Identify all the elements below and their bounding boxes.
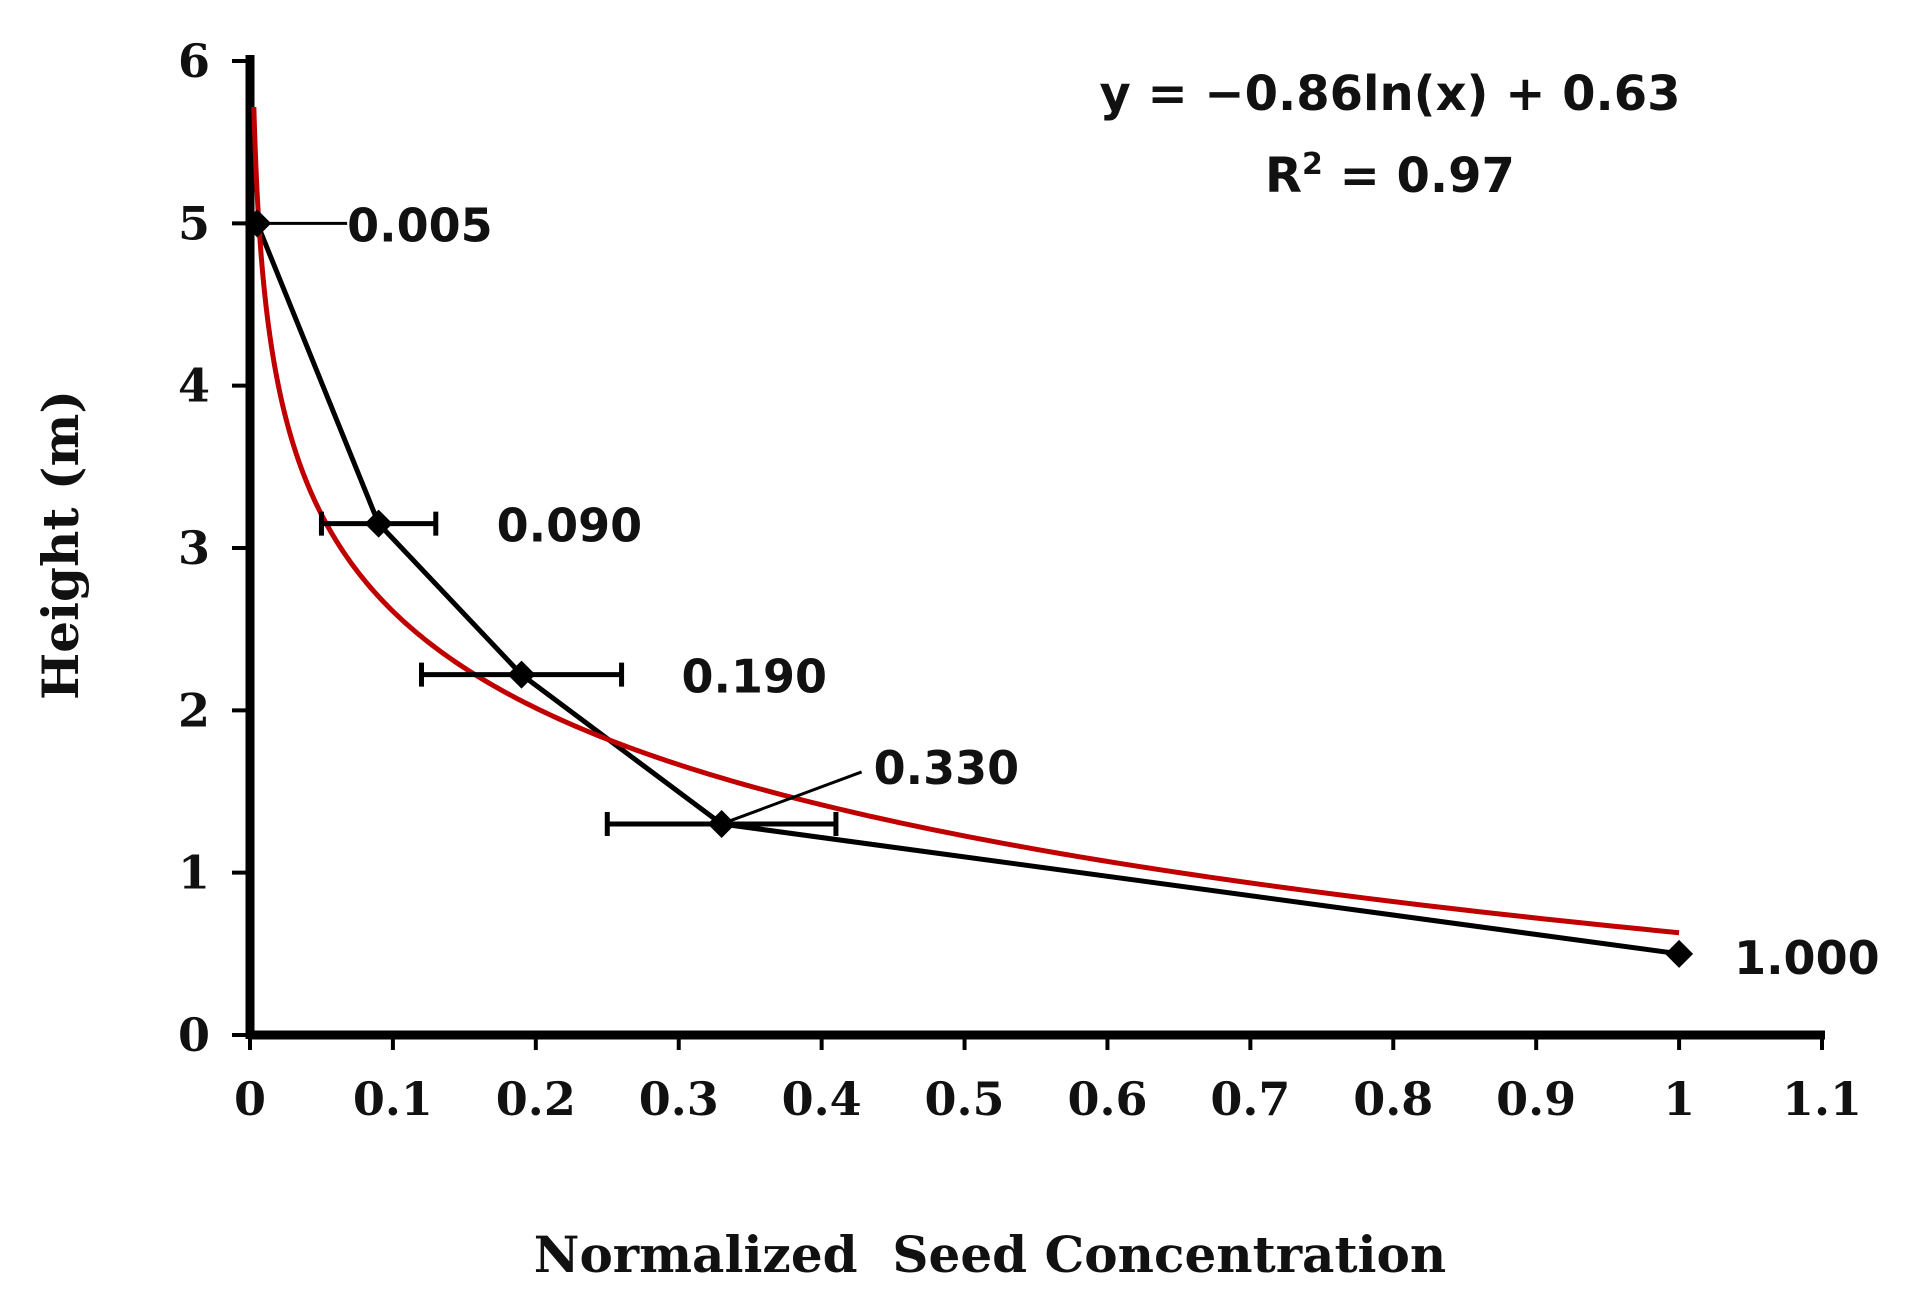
r-squared: R2 = 0.97 — [1265, 147, 1515, 204]
data-point — [1665, 939, 1694, 968]
callout-leader — [721, 770, 863, 826]
plot-area: 0 0.1 0.2 0.3 0.4 0.5 0.6 0.7 0.8 0.9 1 1.1 0 1 2 3 4 5 6… — [178, 34, 1880, 1126]
point-label: 1.000 — [1734, 931, 1880, 985]
x-tick-label: 0.2 — [496, 1072, 576, 1126]
fit-curve — [251, 106, 1680, 936]
x-tick-label: 0.8 — [1353, 1072, 1433, 1126]
r-squared-prefix: R — [1265, 148, 1302, 204]
x-tick-label: 0.4 — [782, 1072, 862, 1126]
data-markers — [243, 209, 1694, 968]
y-tick-label: 1 — [178, 846, 210, 900]
r-squared-value: = 0.97 — [1323, 148, 1515, 204]
point-label: 0.005 — [347, 198, 493, 252]
trendline-equation: y = −0.86ln(x) + 0.63 — [1099, 66, 1680, 122]
data-point — [507, 660, 536, 689]
r-squared-superscript: 2 — [1302, 147, 1323, 182]
x-tick-label: 0 — [234, 1072, 266, 1126]
x-tick-label: 1.1 — [1782, 1072, 1862, 1126]
observed-line — [254, 222, 1680, 957]
y-axis-title: Height (m) — [31, 390, 90, 700]
y-tick-label: 0 — [178, 1008, 210, 1062]
x-tick-label: 0.3 — [639, 1072, 719, 1126]
x-axis-tick-labels: 0 0.1 0.2 0.3 0.4 0.5 0.6 0.7 0.8 0.9 1 1.1 — [234, 1072, 1862, 1126]
x-tick-label: 0.6 — [1067, 1072, 1147, 1126]
point-label: 0.190 — [682, 650, 828, 704]
x-axis-ticks — [248, 1035, 1824, 1050]
observed-series — [254, 222, 1680, 957]
x-tick-label: 1 — [1663, 1072, 1695, 1126]
y-tick-label: 3 — [178, 521, 210, 575]
point-label: 0.330 — [874, 741, 1020, 795]
x-tick-label: 0.9 — [1496, 1072, 1576, 1126]
y-tick-label: 2 — [178, 683, 210, 737]
point-callouts: 0.005 0.090 0.190 0.330 1.000 — [257, 198, 1880, 985]
y-tick-label: 4 — [178, 359, 210, 413]
y-axis-ticks — [232, 59, 250, 1037]
x-axis-title: Normalized Seed Concentration — [534, 1225, 1447, 1284]
data-point — [364, 509, 393, 538]
fit-series — [251, 106, 1680, 936]
y-tick-label: 5 — [178, 196, 210, 250]
y-axis-tick-labels: 0 1 2 3 4 5 6 — [178, 34, 210, 1062]
x-tick-label: 0.7 — [1210, 1072, 1290, 1126]
x-tick-label: 0.5 — [925, 1072, 1005, 1126]
x-tick-label: 0.1 — [353, 1072, 433, 1126]
y-tick-label: 6 — [178, 34, 210, 88]
point-label: 0.090 — [497, 499, 643, 553]
